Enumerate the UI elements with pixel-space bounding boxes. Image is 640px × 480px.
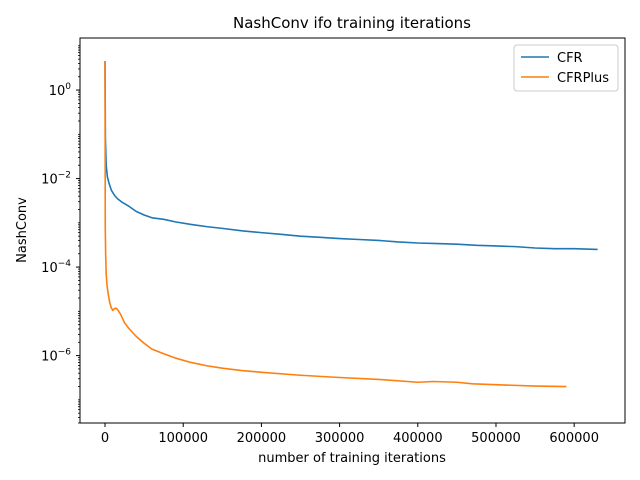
y-tick-label: 100 xyxy=(49,82,72,99)
x-tick-label: 500000 xyxy=(471,431,521,446)
y-axis-ticks: 10−6 10−4 10−2 100 xyxy=(41,45,80,424)
y-tick-label: 10−6 xyxy=(41,348,71,365)
x-axis-ticks: 0 100000 200000 300000 400000 500000 600000 xyxy=(101,423,599,446)
chart-title: NashConv ifo training iterations xyxy=(233,14,471,32)
x-tick-label: 100000 xyxy=(158,431,208,446)
axes-frame xyxy=(79,37,626,424)
x-tick-label: 300000 xyxy=(315,431,365,446)
x-tick-label: 200000 xyxy=(237,431,287,446)
x-tick-label: 400000 xyxy=(393,431,443,446)
legend-label-cfr: CFR xyxy=(557,51,583,66)
x-axis-label: number of training iterations xyxy=(258,451,446,466)
series-line-cfrplus xyxy=(104,61,567,388)
legend: CFR CFRPlus xyxy=(513,44,619,92)
y-tick-label: 10−2 xyxy=(41,171,71,188)
x-tick-label: 600000 xyxy=(549,431,599,446)
y-axis-label: NashConv xyxy=(15,197,30,263)
series-line-cfr xyxy=(104,61,598,251)
series-layer xyxy=(104,61,598,388)
y-tick-label: 10−4 xyxy=(41,259,71,276)
legend-label-cfrplus: CFRPlus xyxy=(557,71,609,86)
x-tick-label: 0 xyxy=(101,431,109,446)
